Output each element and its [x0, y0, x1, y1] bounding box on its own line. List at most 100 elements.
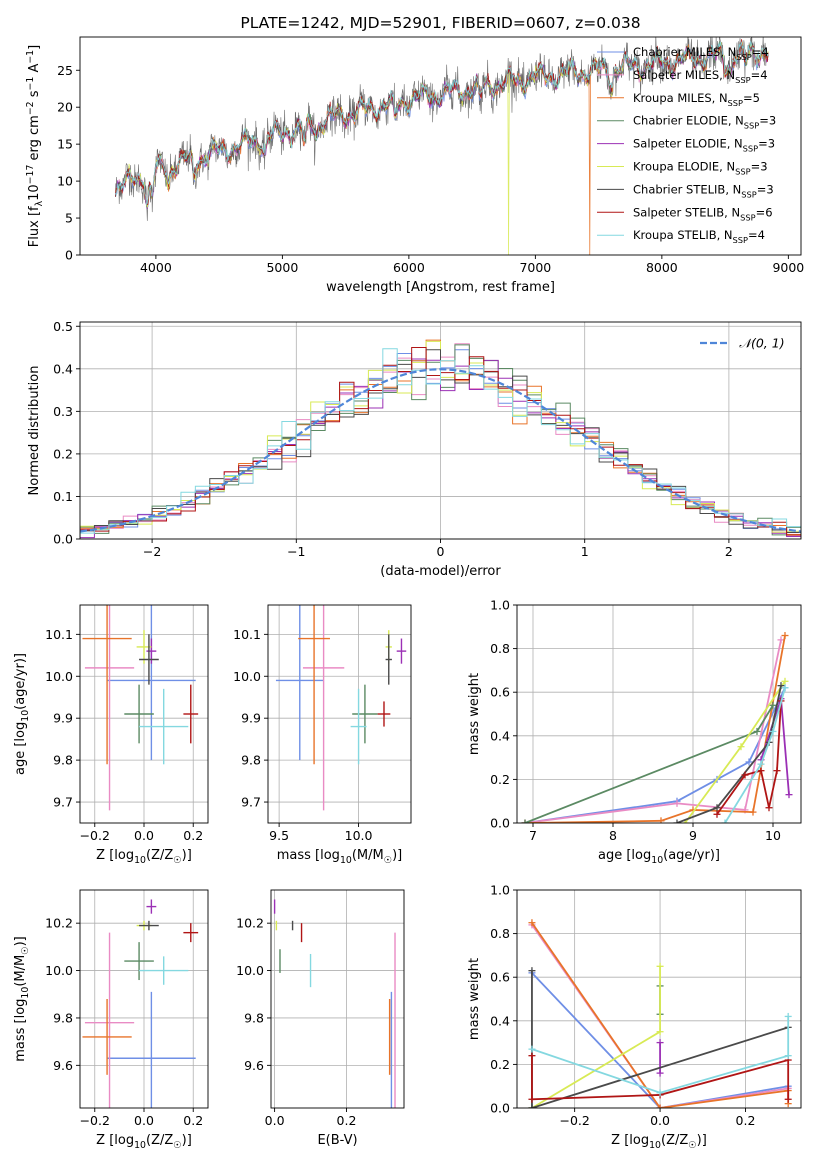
- series-line: [531, 1016, 790, 1094]
- y-tick-label: 25: [57, 63, 73, 78]
- y-tick-label: 0: [65, 248, 73, 263]
- x-tick-label: −0.2: [559, 1113, 589, 1128]
- y-tick-label: 10.1: [45, 627, 73, 642]
- y-tick-label: 9.8: [53, 1010, 73, 1025]
- y-axis-label: age [log10(age/yr)]: [13, 653, 31, 775]
- x-tick-label: 1: [581, 544, 589, 559]
- y-tick-label: 10.1: [233, 627, 261, 642]
- legend-label-chabrier-miles: Chabrier MILES, NSSP=4: [633, 45, 769, 62]
- chart-title: PLATE=1242, MJD=52901, FIBERID=0607, z=0…: [240, 14, 640, 32]
- panel-age_vs_mass: 9.5 10.0 9.7 9.8 9.9 10.0 10.1 mass [log10(M/M☉…: [233, 604, 412, 866]
- x-tick-label: 2: [725, 544, 733, 559]
- y-tick-label: 9.6: [244, 1058, 264, 1073]
- y-tick-label: 9.9: [241, 711, 261, 726]
- y-tick-label: 0.1: [53, 489, 73, 504]
- x-tick-label: −2: [143, 544, 161, 559]
- errorbar-kroupa-stelib: [350, 688, 367, 765]
- errorbar-kroupa-miles: [82, 605, 132, 765]
- y-tick-label: 10.0: [233, 669, 261, 684]
- y-tick-label: 9.7: [241, 795, 261, 810]
- errorbar-chabrier-miles: [275, 605, 324, 761]
- y-tick-label: 10.0: [236, 963, 264, 978]
- x-axis-label: Z [log10(Z/Z☉)]: [611, 1133, 707, 1151]
- y-tick-label: 0.4: [53, 361, 73, 376]
- series-line: [724, 687, 786, 823]
- y-tick-label: 0.2: [490, 772, 510, 787]
- legend-label-normal: 𝒩(0, 1): [739, 336, 785, 351]
- x-tick-label: 7000: [519, 260, 551, 275]
- y-axis-label: Normed distribution: [27, 366, 42, 496]
- mass_weight_vs_Z-frame: [516, 889, 802, 1109]
- x-axis-label: E(B-V): [317, 1133, 357, 1148]
- x-tick-label: 8: [609, 828, 617, 843]
- x-tick-label: 8000: [646, 260, 678, 275]
- errorbar-salpeter-stelib: [183, 684, 199, 744]
- histogram-kroupa-stelib: [80, 348, 801, 534]
- y-axis-label: mass weight: [467, 958, 482, 1040]
- y-tick-label: 0.8: [490, 926, 510, 941]
- series-salpeter-stelib: [713, 697, 785, 818]
- legend-label-kroupa-stelib: Kroupa STELIB, NSSP=4: [633, 228, 765, 245]
- errorbar-chabrier-elodie: [352, 684, 378, 744]
- spectrum-plot-area: [115, 37, 769, 255]
- model-spectrum-salpeter-stelib: [115, 39, 769, 206]
- series-kroupa-stelib: [528, 1012, 792, 1097]
- y-tick-label: 0.2: [53, 446, 73, 461]
- x-tick-label: 0.0: [134, 828, 154, 843]
- panel-mass_vs_Z: −0.2 0.0 0.2 9.6 9.8 10.0 10.2 Z [log10(Z/Z☉)] m…: [13, 889, 209, 1151]
- x-tick-label: 0.0: [265, 1113, 285, 1128]
- normal-reference-curve: [80, 368, 801, 533]
- series-chabrier-elodie: [521, 701, 777, 823]
- y-tick-label: 0.6: [490, 970, 510, 985]
- y-axis-label: mass [log10(M/M☉)]: [13, 936, 31, 1062]
- x-tick-label: 10.0: [345, 828, 373, 843]
- y-tick-label: 9.8: [53, 753, 73, 768]
- panel-age_vs_Z: −0.2 0.0 0.2 9.7 9.8 9.9 10.0 10.1 Z [log10(Z/Z☉…: [13, 604, 209, 866]
- x-axis-label: age [log10(age/yr)]: [598, 848, 720, 866]
- x-tick-label: −1: [287, 544, 305, 559]
- x-tick-label: 0.2: [736, 1113, 756, 1128]
- y-tick-label: 15: [57, 137, 73, 152]
- errorbar-chabrier-stelib: [139, 920, 159, 931]
- y-tick-label: 10: [57, 174, 73, 189]
- x-tick-label: 0.2: [337, 1113, 357, 1128]
- x-tick-label: 0.2: [183, 1113, 203, 1128]
- legend-label-salpeter-miles: Salpeter MILES, NSSP=4: [633, 68, 768, 85]
- y-tick-label: 0.0: [490, 816, 510, 831]
- x-tick-label: 10: [765, 828, 781, 843]
- model-spectrum-kroupa-stelib: [115, 40, 769, 207]
- x-axis-label: (data-model)/error: [380, 564, 501, 579]
- legend: 𝒩(0, 1): [700, 336, 785, 351]
- x-tick-label: 6000: [393, 260, 425, 275]
- x-tick-label: 0.2: [183, 828, 203, 843]
- y-tick-label: 20: [57, 100, 73, 115]
- y-axis-label: mass weight: [467, 673, 482, 755]
- legend-label-chabrier-elodie: Chabrier ELODIE, NSSP=3: [633, 114, 776, 131]
- age_vs_mass-frame: [267, 604, 412, 824]
- x-tick-label: 4000: [140, 260, 172, 275]
- errorbar-chabrier-stelib: [385, 634, 392, 685]
- x-axis-label: Z [log10(Z/Z☉)]: [96, 848, 192, 866]
- age_vs_Z-plot-area: [82, 605, 199, 811]
- errorbar-salpeter-elodie: [396, 638, 407, 664]
- errorbar-chabrier-elodie: [124, 942, 154, 981]
- legend-label-kroupa-elodie: Kroupa ELODIE, NSSP=3: [633, 160, 768, 177]
- x-axis-label: Z [log10(Z/Z☉)]: [96, 1133, 192, 1151]
- x-tick-label: 5000: [266, 260, 298, 275]
- x-axis-label: wavelength [Angstrom, rest frame]: [326, 280, 555, 295]
- mass_weight_vs_age-plot-area: [521, 632, 793, 823]
- x-tick-label: 7: [529, 828, 537, 843]
- y-tick-label: 0.0: [490, 1101, 510, 1116]
- errorbar-salpeter-miles: [84, 932, 135, 1108]
- x-tick-label: 9000: [772, 260, 804, 275]
- errorbar-salpeter-miles: [84, 605, 135, 811]
- legend: Chabrier MILES, NSSP=4 Salpeter MILES, NS…: [597, 45, 776, 245]
- errorbar-chabrier-stelib: [139, 634, 159, 685]
- panel-mass_weight_vs_Z: −0.2 0.0 0.2 0.0 0.2 0.4 0.6 0.8 1.0 Z [log10(Z/Z…: [467, 883, 802, 1151]
- legend-label-salpeter-elodie: Salpeter ELODIE, NSSP=3: [633, 137, 775, 154]
- legend-label-kroupa-miles: Kroupa MILES, NSSP=5: [633, 91, 760, 108]
- mass_weight_vs_age-frame: [516, 604, 802, 824]
- y-tick-label: 0.6: [490, 685, 510, 700]
- panel-residuals: −2 −1 0 1 2 0.0 0.1 0.2 0.3 0.4 0.5 (data-model)/er…: [27, 319, 802, 579]
